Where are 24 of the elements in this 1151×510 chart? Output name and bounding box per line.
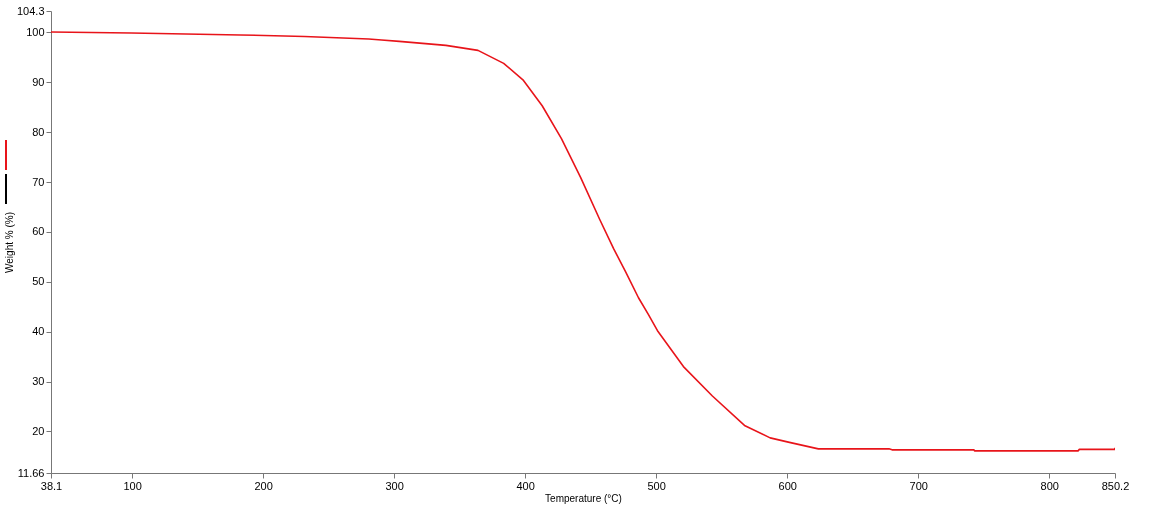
x-tick-label: 500 (647, 479, 666, 492)
y-tick-label: 60 (32, 225, 45, 238)
x-tick-label: 600 (778, 479, 797, 492)
line-series (51, 31, 1115, 452)
y-tick-label: 50 (32, 275, 45, 288)
x-tick-label: 300 (385, 479, 404, 492)
x-axis-title: Temperature (°C) (545, 492, 622, 504)
x-tick-label: 38.1 (40, 479, 63, 492)
y-tick-label: 11.66 (17, 466, 45, 479)
x-tick-label: 700 (909, 479, 928, 492)
y-tick-label: 40 (32, 325, 45, 338)
y-tick-label: 70 (32, 175, 45, 188)
y-tick-label: 30 (32, 375, 45, 388)
y-tick-label: 90 (32, 75, 45, 88)
y-axis-title: Weight % (%) (3, 212, 15, 273)
y-tick-label: 80 (32, 125, 45, 138)
y-tick-label: 20 (32, 424, 45, 437)
x-tick-label: 850.2 (1101, 479, 1130, 492)
y-tick-label: 100 (26, 25, 45, 38)
x-tick-label: 200 (254, 479, 273, 492)
x-tick-label: 100 (123, 479, 142, 492)
x-tick-label: 800 (1040, 479, 1059, 492)
x-tick-label: 400 (516, 479, 535, 492)
y-tick-label: 104.3 (16, 4, 45, 17)
